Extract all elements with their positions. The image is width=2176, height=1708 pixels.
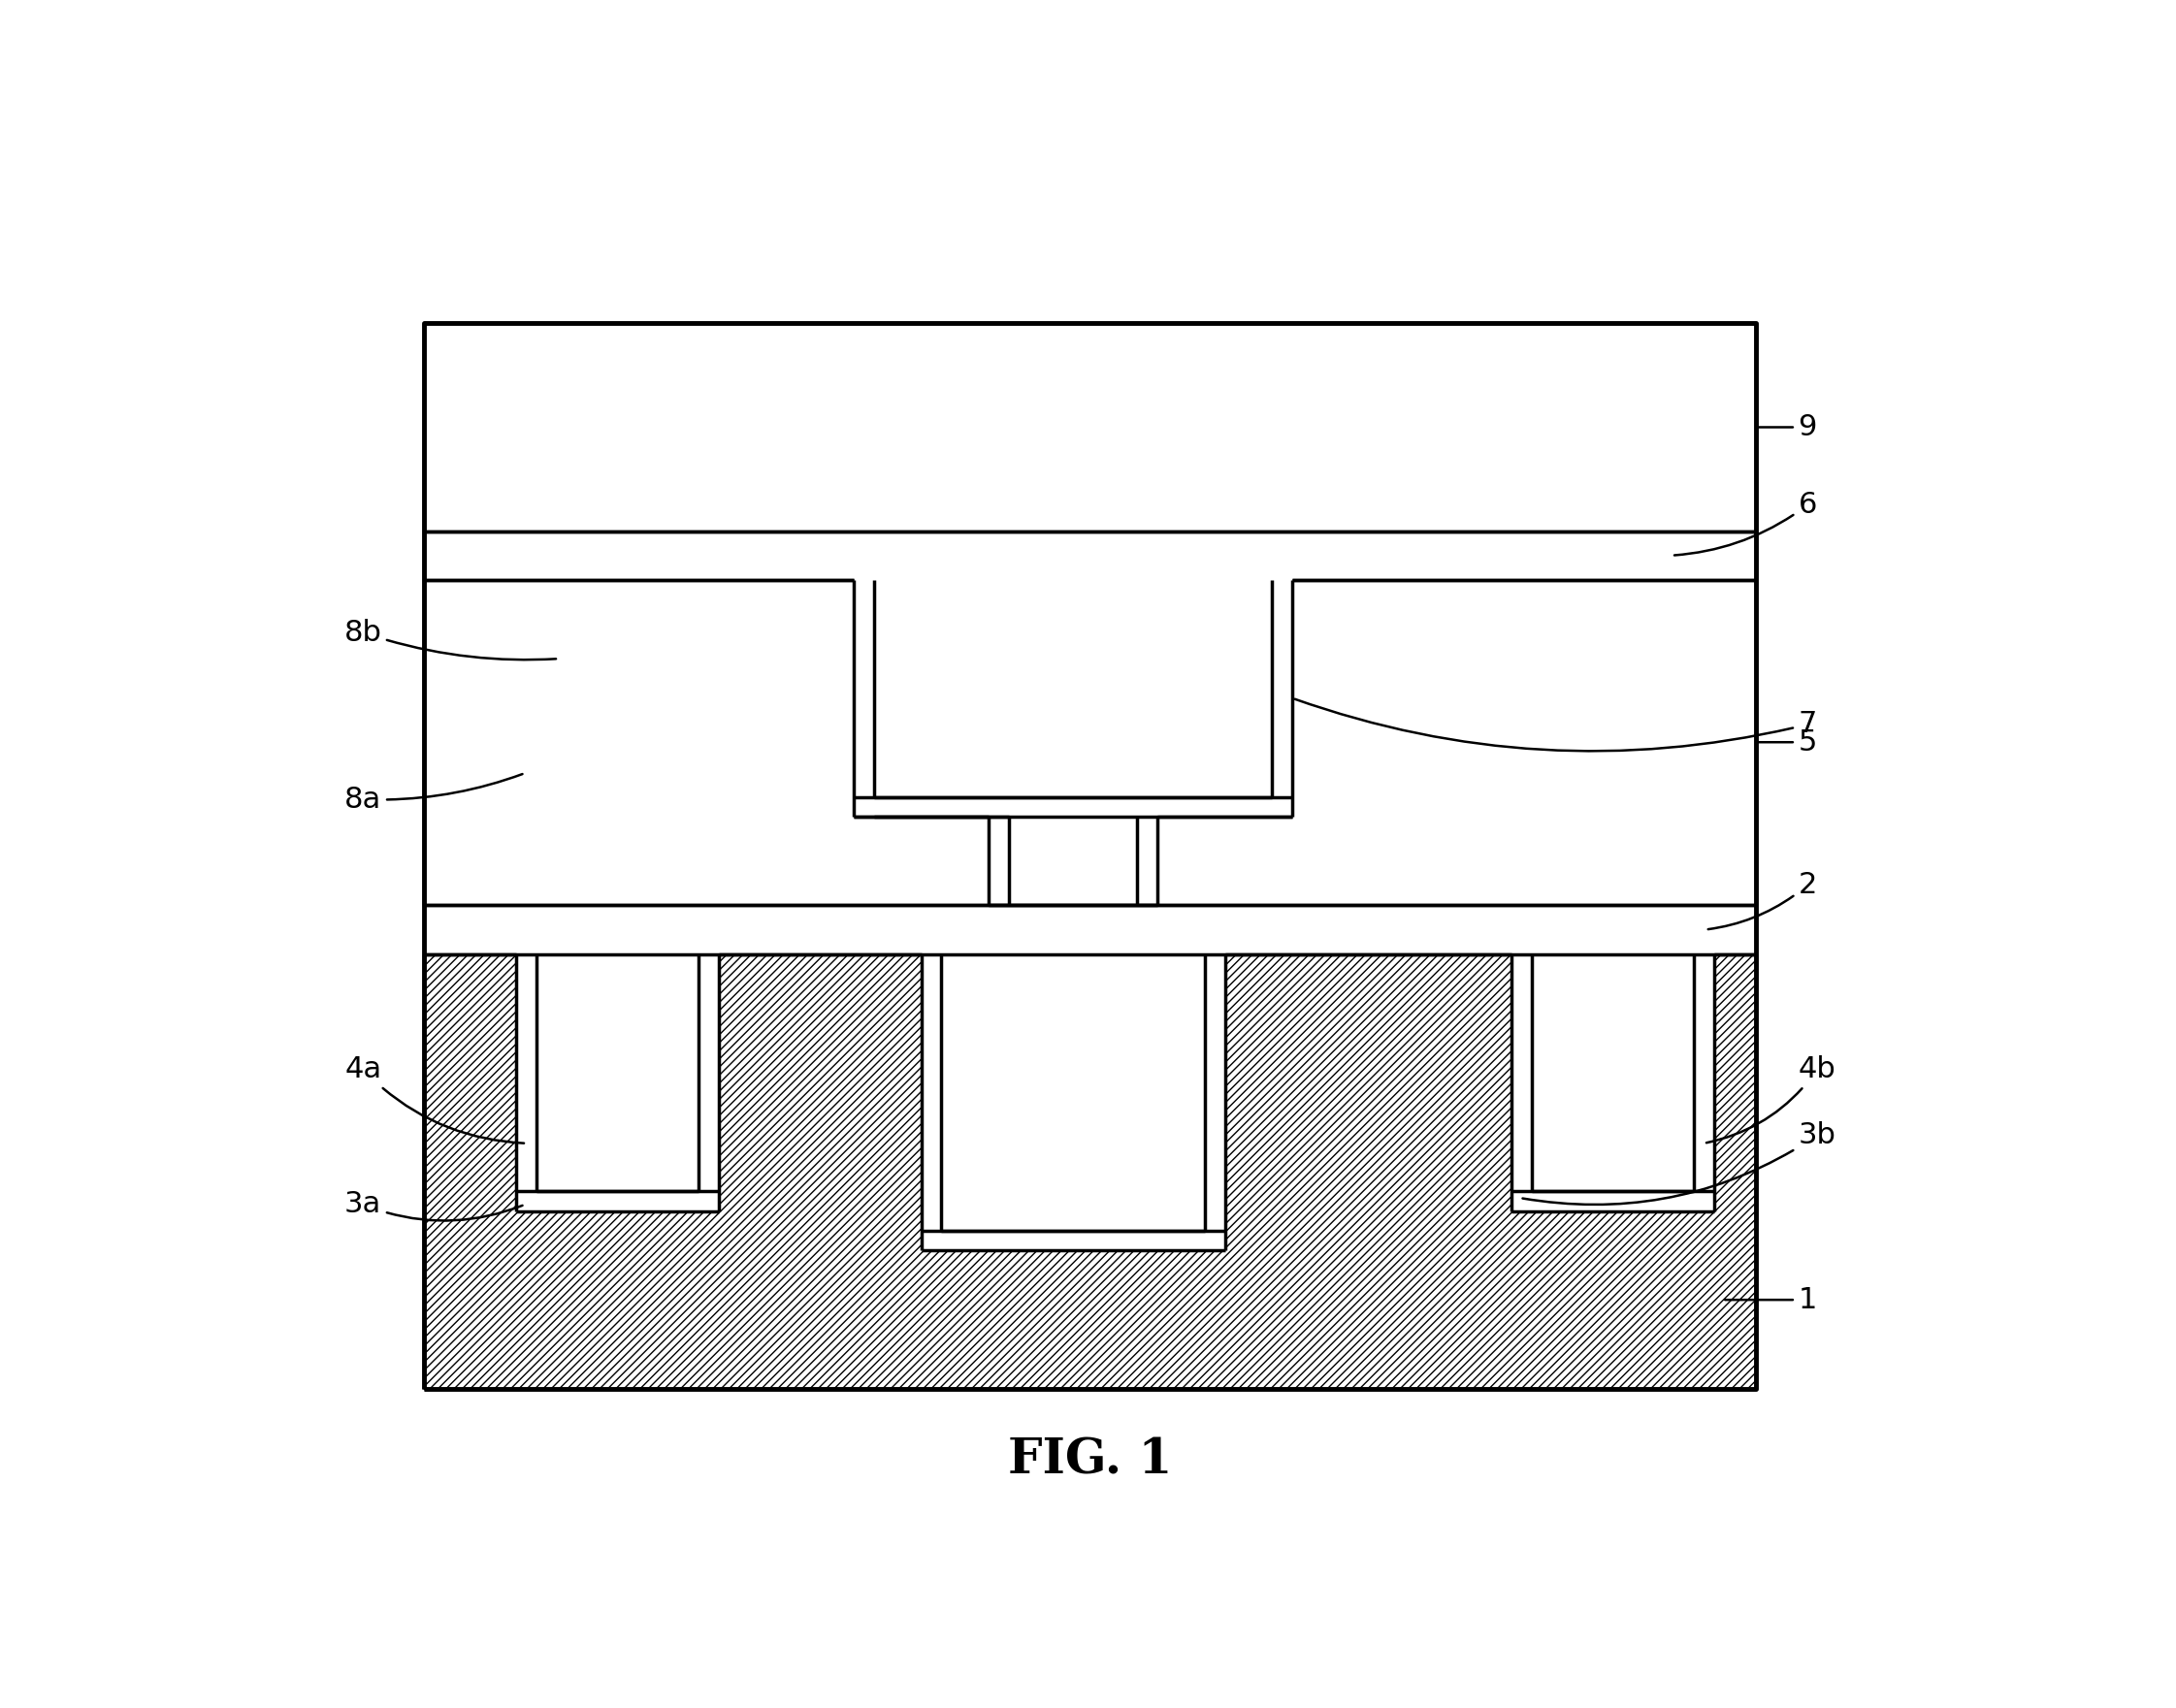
Text: 6: 6 bbox=[1673, 490, 1817, 555]
Bar bbox=[920, 905, 1225, 955]
Bar bbox=[920, 955, 1225, 1250]
Text: 5: 5 bbox=[1758, 728, 1817, 757]
Bar bbox=[516, 955, 718, 1211]
Bar bbox=[1693, 955, 1715, 1211]
Bar bbox=[853, 531, 1293, 579]
Bar bbox=[920, 955, 1225, 1250]
Bar bbox=[424, 531, 1756, 579]
Text: 8a: 8a bbox=[344, 774, 522, 813]
Text: 3a: 3a bbox=[344, 1190, 522, 1221]
Bar bbox=[1512, 905, 1715, 955]
Bar bbox=[988, 816, 1010, 905]
Bar bbox=[424, 531, 853, 579]
Bar bbox=[1512, 955, 1715, 1211]
Text: 3b: 3b bbox=[1523, 1122, 1837, 1204]
Text: 2: 2 bbox=[1708, 871, 1817, 929]
Bar bbox=[1512, 1192, 1715, 1211]
Bar bbox=[853, 579, 875, 816]
Bar bbox=[698, 955, 718, 1211]
Text: 8b: 8b bbox=[344, 618, 557, 659]
Bar bbox=[424, 905, 1756, 955]
Bar bbox=[424, 905, 516, 955]
Bar bbox=[516, 905, 718, 955]
Bar bbox=[1293, 531, 1756, 579]
Bar bbox=[853, 796, 1293, 816]
Bar bbox=[718, 905, 920, 955]
Bar bbox=[1512, 955, 1715, 1211]
Text: 9: 9 bbox=[1758, 413, 1817, 441]
Text: 1: 1 bbox=[1726, 1286, 1817, 1313]
Bar bbox=[516, 955, 718, 1211]
Text: 4a: 4a bbox=[344, 1056, 524, 1143]
Bar bbox=[1273, 579, 1293, 816]
Bar bbox=[516, 1192, 718, 1211]
Bar bbox=[853, 579, 1293, 816]
Bar bbox=[1225, 905, 1512, 955]
Bar bbox=[424, 955, 1756, 1389]
Bar bbox=[1512, 955, 1532, 1211]
Bar bbox=[424, 579, 1756, 905]
Text: FIG. 1: FIG. 1 bbox=[1007, 1436, 1173, 1484]
Text: 4b: 4b bbox=[1706, 1056, 1837, 1143]
Text: 7: 7 bbox=[1295, 699, 1817, 752]
Bar bbox=[853, 579, 1293, 816]
Bar bbox=[1138, 816, 1158, 905]
Bar bbox=[1715, 905, 1756, 955]
Bar bbox=[988, 816, 1158, 905]
Bar bbox=[424, 323, 1756, 531]
Bar bbox=[988, 816, 1158, 905]
Bar bbox=[516, 955, 537, 1211]
